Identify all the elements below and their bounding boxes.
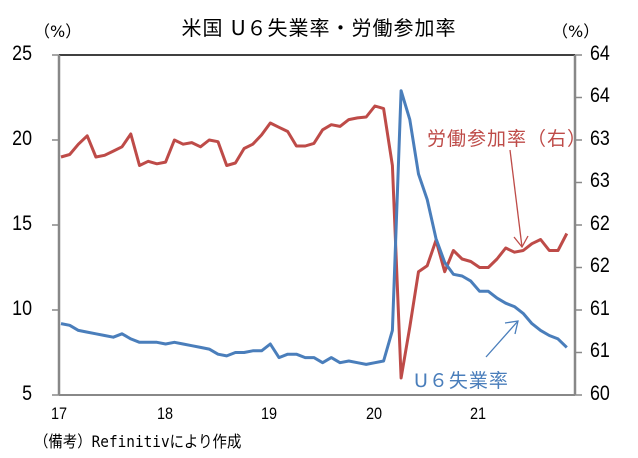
left-tick-label: 10 <box>12 297 32 320</box>
left-tick-label: 20 <box>12 127 32 150</box>
left-axis-unit: （%） <box>34 22 82 41</box>
right-tick-label: 63 <box>590 127 610 150</box>
lfpr-annotation-label: 労働参加率（右） <box>427 128 588 150</box>
left-axis-ticks <box>52 54 59 396</box>
right-tick-label: 60 <box>590 382 610 405</box>
left-tick-label: 25 <box>12 42 32 65</box>
x-tick-label: 20 <box>366 404 383 423</box>
x-tick-label: 18 <box>157 404 174 423</box>
x-tick-label: 19 <box>261 404 278 423</box>
right-tick-label: 61 <box>590 297 610 320</box>
chart-title: 米国 U６失業率・労働参加率 <box>181 16 457 40</box>
u6-annotation-label: U６失業率 <box>414 370 509 392</box>
right-tick-label: 61 <box>590 339 610 362</box>
source-note: （備考）Refinitivにより作成 <box>34 432 242 451</box>
u6-series-line <box>60 89 568 366</box>
right-tick-label: 62 <box>590 254 610 277</box>
x-tick-label: 21 <box>470 404 487 423</box>
right-axis-ticks <box>575 54 582 396</box>
lfpr-series-line <box>60 104 569 380</box>
right-tick-label: 62 <box>590 212 610 235</box>
lfpr-annotation-arrow <box>509 149 529 249</box>
u6-annotation-arrow <box>485 320 519 358</box>
left-tick-label: 15 <box>12 212 32 235</box>
x-tick-label: 17 <box>51 404 68 423</box>
right-tick-label: 63 <box>590 169 610 192</box>
right-tick-label: 64 <box>590 84 610 107</box>
right-tick-label: 64 <box>590 42 610 65</box>
left-tick-label: 5 <box>22 382 32 405</box>
right-axis-unit: （%） <box>552 22 600 41</box>
